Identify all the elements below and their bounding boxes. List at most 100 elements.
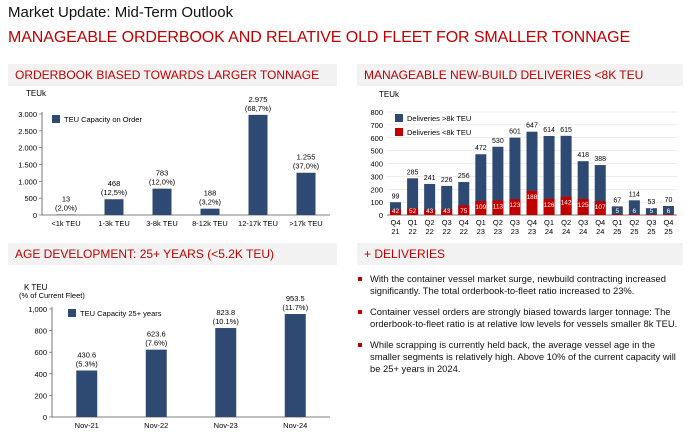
value-label: 188 xyxy=(204,189,217,198)
bar-small-Q4 22 xyxy=(458,205,470,215)
bar-large-Q2 23 xyxy=(492,146,504,215)
x-tick-label-year: 21 xyxy=(391,227,399,236)
bar-large-Q4 22 xyxy=(458,182,470,215)
x-tick-label-year: 25 xyxy=(664,227,672,236)
value-label-large: 388 xyxy=(594,156,606,163)
x-tick-label-quarter: Q2 xyxy=(629,218,639,227)
x-tick-label-quarter: Q4 xyxy=(391,218,401,227)
x-tick-label-year: 25 xyxy=(647,227,655,236)
x-tick-label-quarter: Q1 xyxy=(476,218,486,227)
bar-small-Q2 22 xyxy=(424,209,436,215)
x-tick-label-quarter: Q2 xyxy=(425,218,435,227)
legend-swatch xyxy=(52,115,60,123)
value-label: 953.5 xyxy=(286,294,305,303)
value-label-small: 126 xyxy=(544,202,555,209)
bar-large-Q2 25 xyxy=(628,200,640,215)
percent-label: (3,2%) xyxy=(199,198,222,207)
y-tick-label: 800 xyxy=(34,327,47,336)
x-tick-label-quarter: Q3 xyxy=(510,218,520,227)
legend-swatch-small xyxy=(395,128,403,136)
y-tick-label: 0 xyxy=(43,413,47,422)
y-tick-label: 2.500 xyxy=(18,127,37,136)
bar-8-12k TEU xyxy=(200,208,220,215)
x-tick-label-year: 23 xyxy=(477,227,485,236)
section-header-orderbook: ORDERBOOK BIASED TOWARDS LARGER TONNAGE xyxy=(8,64,337,86)
x-tick-label-year: 23 xyxy=(528,227,536,236)
value-label-small: 188 xyxy=(527,194,538,201)
value-label-small: 6 xyxy=(633,208,637,215)
bar-large-Q2 24 xyxy=(560,135,572,215)
bar-large-Q4 23 xyxy=(526,131,538,215)
x-tick-label: Nov-24 xyxy=(283,421,307,430)
x-tick-label: 1-3k TEU xyxy=(98,219,130,228)
x-tick-label: >17k TEU xyxy=(289,219,322,228)
y-axis-sublabel: (% of Current Fleet) xyxy=(19,291,85,300)
value-label-small: 6 xyxy=(667,208,671,215)
bar-small-Q2 24 xyxy=(560,196,572,215)
value-label-large: 226 xyxy=(441,177,453,184)
y-tick-label: 2.000 xyxy=(18,144,37,153)
y-tick-label: 800 xyxy=(370,108,383,117)
bar-small-Q1 23 xyxy=(475,200,487,215)
y-axis-label: TEUk xyxy=(26,89,47,98)
value-label-small: 142 xyxy=(561,200,572,207)
bar-large-Q2 22 xyxy=(424,183,436,215)
bar-small-Q1 22 xyxy=(407,208,419,215)
x-tick-label-year: 24 xyxy=(596,227,604,236)
bar-large-Q1 22 xyxy=(407,178,419,215)
value-label-large: 418 xyxy=(577,152,589,159)
value-label-large: 67 xyxy=(613,197,621,204)
y-tick-label: 600 xyxy=(34,348,47,357)
y-tick-label: 200 xyxy=(34,391,47,400)
value-label-small: 107 xyxy=(595,204,606,211)
x-tick-label-year: 23 xyxy=(511,227,519,236)
value-label-large: 530 xyxy=(492,138,504,145)
legend-label: TEU Capacity on Order xyxy=(64,115,142,124)
bar-small-Q2 25 xyxy=(628,214,640,215)
age-chart: K TEU(% of Current Fleet) 0 200 400 600 800 1,… xyxy=(19,283,330,430)
bullet-marker xyxy=(358,277,362,281)
y-tick-label: 0 xyxy=(33,211,37,220)
bar-Nov-23 xyxy=(215,328,237,417)
bullet-item: While scrapping is currently held back, … xyxy=(357,339,683,375)
value-label-large: 601 xyxy=(509,129,521,136)
x-tick-label: <1k TEU xyxy=(51,219,80,228)
value-label: 1.255 xyxy=(297,153,316,162)
percent-label: (68,7%) xyxy=(245,104,272,113)
value-label-small: 52 xyxy=(409,208,417,215)
y-axis-label: TEUk xyxy=(379,90,400,99)
bullet-text: While scrapping is currently held back, … xyxy=(370,339,676,374)
bar-large-Q1 23 xyxy=(475,154,487,215)
value-label-large: 472 xyxy=(475,145,487,152)
x-tick-label: Nov-21 xyxy=(75,421,99,430)
bar-Nov-22 xyxy=(145,349,167,417)
value-label: 430.6 xyxy=(77,350,96,359)
y-tick-label: 3.000 xyxy=(18,110,37,119)
legend-swatch-large xyxy=(395,114,403,122)
value-label-small: 42 xyxy=(392,208,400,215)
value-label-large: 53 xyxy=(648,199,656,206)
bar-small-Q4 21 xyxy=(390,209,402,215)
bar-large-Q3 22 xyxy=(441,185,453,215)
x-tick-label: 12-17k TEU xyxy=(238,219,278,228)
percent-label: (7.6%) xyxy=(145,339,168,348)
value-label-small: 75 xyxy=(460,208,468,215)
y-tick-label: 500 xyxy=(24,194,37,203)
value-label-large: 256 xyxy=(458,173,470,180)
bullet-item: Container vessel orders are strongly bia… xyxy=(357,306,683,330)
x-tick-label: Nov-22 xyxy=(144,421,168,430)
percent-label: (11.7%) xyxy=(282,303,308,312)
value-label-large: 285 xyxy=(407,169,419,176)
value-label-large: 70 xyxy=(665,197,673,204)
x-tick-label-quarter: Q1 xyxy=(408,218,418,227)
value-label: 823.8 xyxy=(216,308,235,317)
value-label-large: 614 xyxy=(543,127,555,134)
percent-label: (37,0%) xyxy=(293,162,320,171)
y-tick-label: 600 xyxy=(370,134,383,143)
bar-small-Q2 23 xyxy=(492,200,504,215)
bar-large-Q3 23 xyxy=(509,137,521,215)
y-tick-label: 200 xyxy=(370,185,383,194)
x-tick-label-year: 25 xyxy=(630,227,638,236)
y-tick-label: 1,000 xyxy=(28,305,47,314)
value-label: 623.6 xyxy=(147,330,166,339)
